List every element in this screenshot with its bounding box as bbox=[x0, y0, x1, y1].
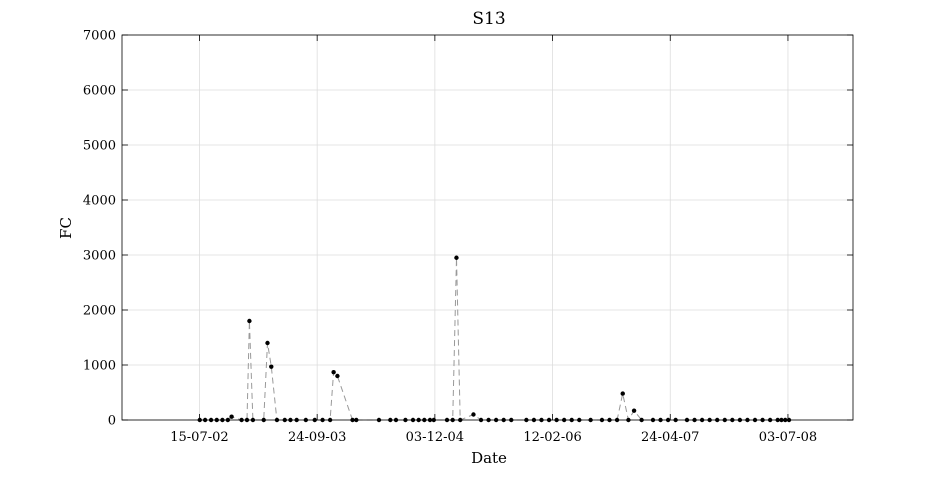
data-point bbox=[269, 364, 274, 369]
data-point bbox=[454, 255, 459, 260]
x-tick-label: 03-12-04 bbox=[406, 430, 464, 445]
data-point bbox=[335, 373, 340, 379]
y-tick-label: 2000 bbox=[83, 304, 116, 319]
x-tick-label: 12-02-06 bbox=[523, 430, 581, 445]
series-layer bbox=[197, 255, 792, 423]
data-point bbox=[229, 414, 234, 419]
x-tick-label: 15-07-02 bbox=[170, 430, 228, 445]
y-tick-label: 3000 bbox=[83, 249, 116, 264]
data-point bbox=[620, 391, 625, 396]
x-tick-label: 03-07-08 bbox=[759, 430, 817, 445]
grid-layer bbox=[122, 34, 853, 421]
y-tick-label: 0 bbox=[108, 414, 116, 429]
data-point bbox=[265, 340, 270, 346]
y-tick-label: 6000 bbox=[83, 84, 116, 99]
chart-title: S13 bbox=[472, 9, 505, 29]
y-tick-label: 5000 bbox=[83, 139, 116, 154]
plot-frame bbox=[121, 34, 854, 421]
series-line bbox=[199, 257, 789, 422]
y-axis-label: FC bbox=[57, 217, 75, 239]
x-tick-label: 24-04-07 bbox=[641, 430, 699, 445]
x-tick-label: 24-09-03 bbox=[288, 430, 346, 445]
y-tick-label: 7000 bbox=[83, 29, 116, 44]
data-point bbox=[471, 412, 476, 417]
y-tick-label: 4000 bbox=[83, 194, 116, 209]
x-axis-label: Date bbox=[471, 449, 507, 467]
y-tick-label: 1000 bbox=[83, 359, 116, 374]
data-point bbox=[247, 318, 252, 324]
data-point bbox=[631, 408, 637, 413]
axis-layer: 0 1000 2000 3000 4000 5000 6000 7000 15-07-02 24-… bbox=[83, 29, 854, 445]
data-point bbox=[331, 369, 336, 375]
